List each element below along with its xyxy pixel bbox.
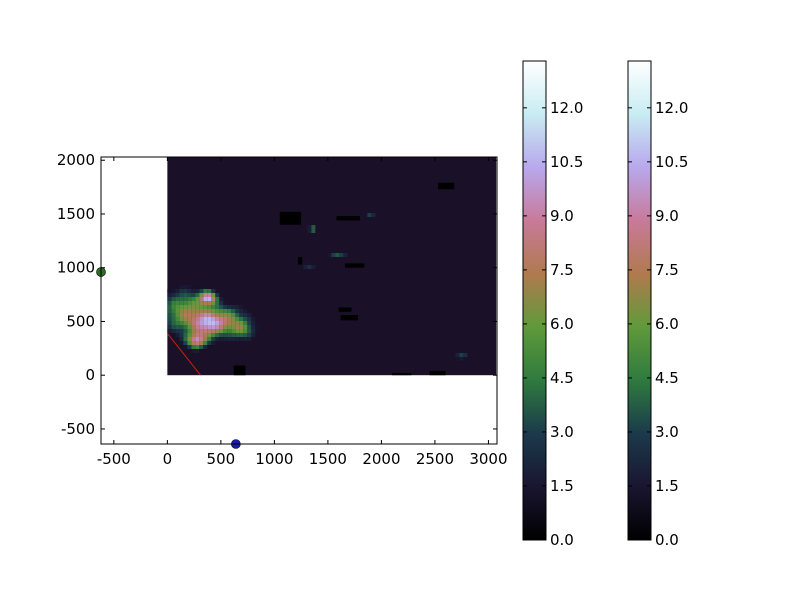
x-tick-label: 1000 (255, 450, 293, 468)
colorbar-tick-label: 0.0 (550, 531, 574, 549)
colorbar-gradient (627, 60, 652, 541)
masked-region (336, 216, 361, 221)
image-background (167, 157, 497, 376)
masked-region (233, 365, 246, 376)
colorbar-tick-label: 1.5 (655, 477, 679, 495)
colorbar-tick-label: 4.5 (655, 369, 679, 387)
colorbar-tick-label: 3.0 (655, 423, 679, 441)
colorbar-1: 0.0 1.5 3.0 4.5 6.0 7.5 9.0 10.5 12.0 (522, 60, 583, 549)
main-axes: -500 0 500 1000 1500 2000 2500 3000 -500 0 500 100… (57, 151, 508, 468)
colorbar-tick-label: 0.0 (655, 531, 679, 549)
axes-frame (100, 156, 498, 445)
y-tick-label: 1500 (57, 205, 95, 223)
colorbars: 0.0 1.5 3.0 4.5 6.0 7.5 9.0 10.5 12.0 0.0 1.5 3.0 4.… (522, 60, 688, 549)
x-tick-label: 500 (207, 450, 236, 468)
colorbar-tick-label: 9.0 (550, 207, 574, 225)
y-tick-label: 1000 (57, 259, 95, 277)
colorbar-tick-label: 3.0 (550, 423, 574, 441)
masked-region (340, 315, 358, 321)
x-tick-label: -500 (97, 450, 131, 468)
colorbar-tick-label: 4.5 (550, 369, 574, 387)
masked-region (392, 373, 412, 376)
masked-region (338, 307, 352, 312)
masked-region (429, 370, 446, 376)
heatmap-image (167, 157, 497, 376)
masked-region (438, 182, 455, 190)
colorbar-tick-label: 6.0 (655, 315, 679, 333)
colorbar-tick-label: 10.5 (550, 153, 583, 171)
y-tick-label: 0 (85, 366, 95, 384)
x-tick-label: 2500 (416, 450, 454, 468)
colorbar-tick-label: 6.0 (550, 315, 574, 333)
masked-region (345, 263, 365, 268)
colorbar-tick-label: 7.5 (550, 261, 574, 279)
colorbar-tick-label: 9.0 (655, 207, 679, 225)
y-axis-ticks: -500 0 500 1000 1500 2000 (57, 151, 497, 438)
colorbar-tick-label: 7.5 (655, 261, 679, 279)
y-tick-label: -500 (61, 420, 95, 438)
colorbar-2: 0.0 1.5 3.0 4.5 6.0 7.5 9.0 10.5 12.0 (627, 60, 688, 549)
series-line (166, 332, 201, 376)
x-tick-label: 1500 (309, 450, 347, 468)
colorbar-tick-label: 12.0 (550, 99, 583, 117)
colorbar-tick-label: 12.0 (655, 99, 688, 117)
x-axis-ticks: -500 0 500 1000 1500 2000 2500 3000 (97, 157, 508, 468)
masked-region (297, 256, 303, 265)
x-tick-label: 2000 (362, 450, 400, 468)
x-tick-label: 0 (163, 450, 173, 468)
y-tick-label: 2000 (57, 151, 95, 169)
masked-region (279, 211, 302, 225)
colorbar-tick-label: 10.5 (655, 153, 688, 171)
colorbar-tick-label: 1.5 (550, 477, 574, 495)
x-tick-label: 3000 (469, 450, 507, 468)
y-tick-label: 500 (66, 312, 95, 330)
colorbar-gradient (522, 60, 547, 541)
